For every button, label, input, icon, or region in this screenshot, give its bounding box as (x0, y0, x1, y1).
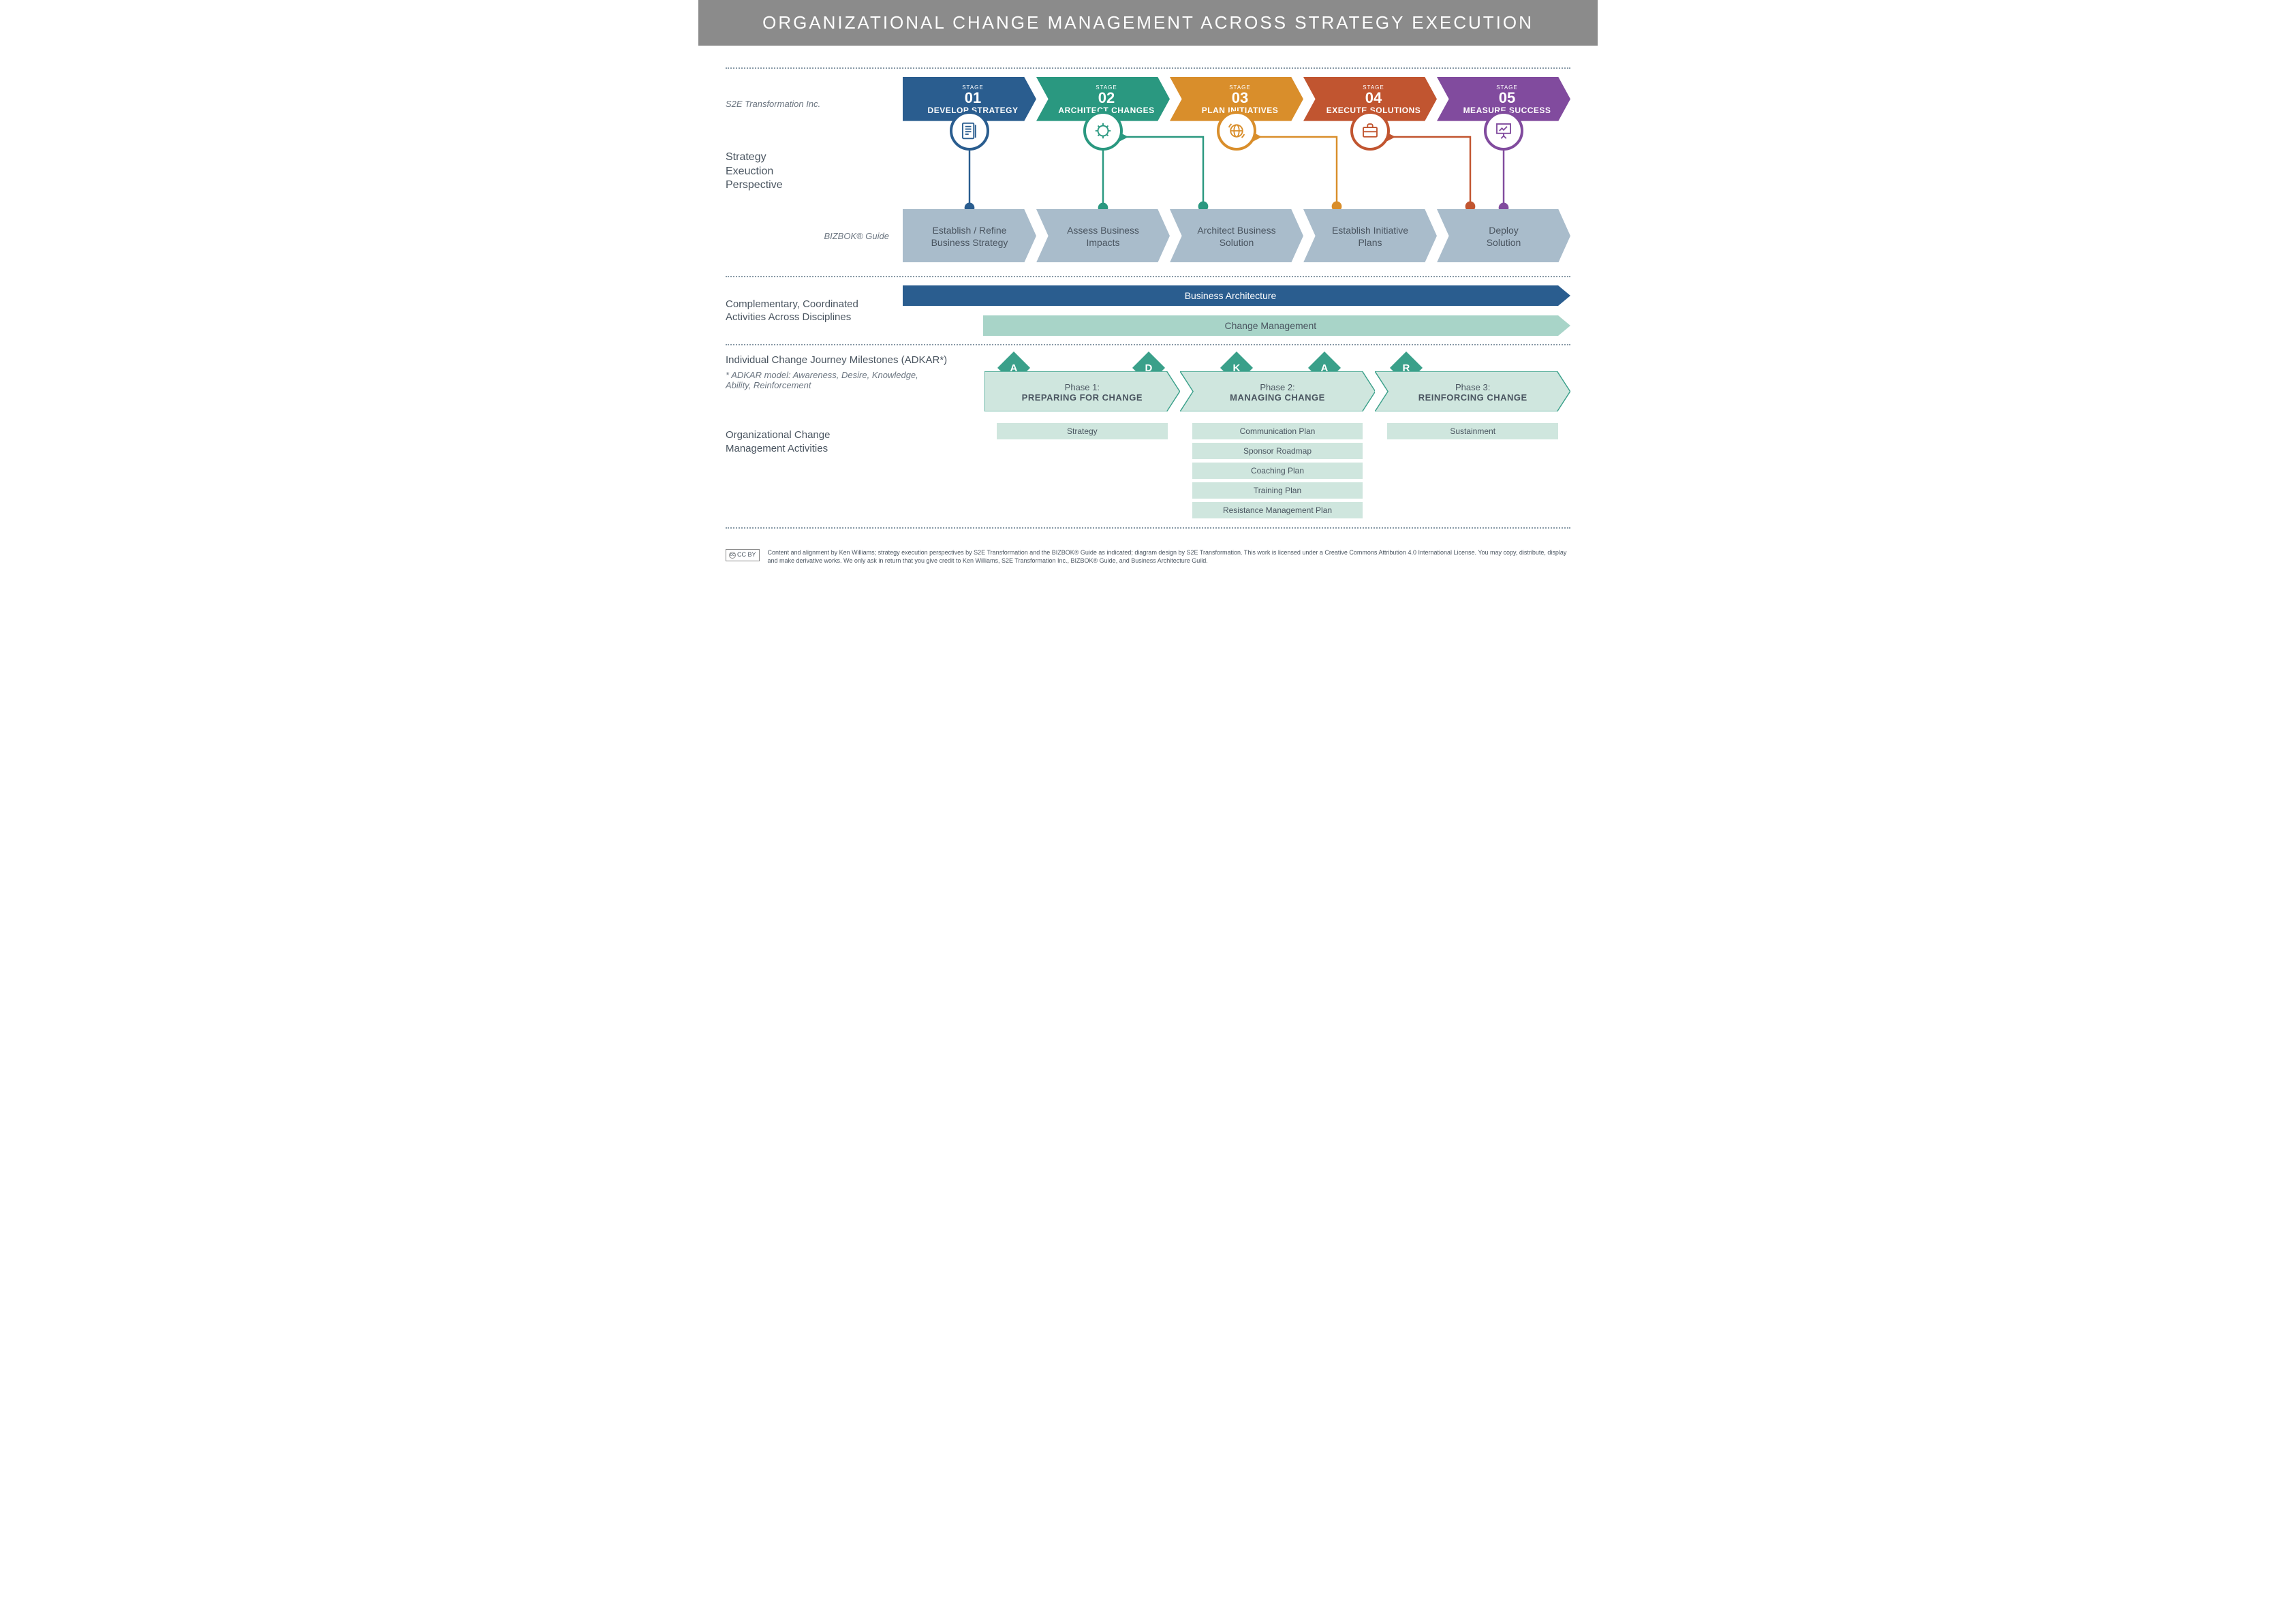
footer-text: Content and alignment by Ken Williams; s… (768, 549, 1570, 565)
document-icon (950, 111, 989, 151)
s2e-label: S2E Transformation Inc. (726, 99, 903, 109)
divider (726, 344, 1570, 345)
change-management-arrow: Change Management (983, 315, 1570, 336)
ba-arrow-label: Business Architecture (1185, 290, 1277, 301)
cm-arrow-label: Change Management (1224, 320, 1316, 331)
strategy-perspective-label: Strategy Exeuction Perspective (726, 151, 903, 193)
footer: cc CC BY Content and alignment by Ken Wi… (698, 544, 1598, 578)
phase-band: Phase 1:PREPARING FOR CHANGE Phase 2:MAN… (984, 371, 1570, 413)
presentation-icon (1484, 111, 1523, 151)
activity-pill: Coaching Plan (1192, 463, 1363, 479)
complementary-label: Complementary, Coordinated Activities Ac… (726, 298, 903, 324)
bizbok-step: DeploySolution (1437, 209, 1570, 264)
activity-pill: Training Plan (1192, 482, 1363, 499)
bizbok-step: Assess BusinessImpacts (1036, 209, 1170, 264)
divider (726, 527, 1570, 529)
briefcase-icon (1350, 111, 1390, 151)
brain-icon (1083, 111, 1123, 151)
business-architecture-arrow: Business Architecture (903, 285, 1570, 306)
bizbok-step: Establish InitiativePlans (1303, 209, 1437, 264)
activity-pill: Strategy (997, 423, 1168, 439)
page-title: ORGANIZATIONAL CHANGE MANAGEMENT ACROSS … (698, 0, 1598, 46)
activity-pill: Communication Plan (1192, 423, 1363, 439)
activity-pill: Resistance Management Plan (1192, 502, 1363, 518)
globe-icon (1217, 111, 1256, 151)
phase-chevron: Phase 2:MANAGING CHANGE (1180, 371, 1376, 413)
bizbok-step: Architect BusinessSolution (1170, 209, 1303, 264)
activity-pill: Sustainment (1387, 423, 1558, 439)
activities: Strategy Communication Plan Sponsor Roadm… (984, 423, 1570, 522)
divider (726, 276, 1570, 277)
cc-badge: cc CC BY (726, 549, 760, 561)
bizbok-step: Establish / RefineBusiness Strategy (903, 209, 1036, 264)
phase-chevron: Phase 3:REINFORCING CHANGE (1375, 371, 1570, 413)
phase-chevron: Phase 1:PREPARING FOR CHANGE (984, 371, 1180, 413)
divider (726, 67, 1570, 69)
bizbok-label: BIZBOK® Guide (726, 231, 889, 241)
activity-pill: Sponsor Roadmap (1192, 443, 1363, 459)
bizbok-band: Establish / RefineBusiness Strategy Asse… (903, 209, 1570, 264)
